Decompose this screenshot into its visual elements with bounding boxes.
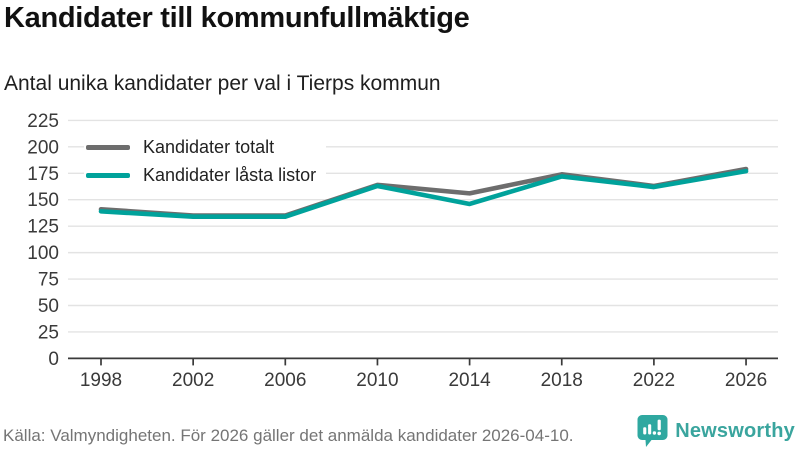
legend-item-lasta-listor: Kandidater låsta listor (86, 161, 316, 189)
x-tick-label: 2022 (633, 370, 675, 391)
y-tick-label: 225 (27, 111, 59, 132)
y-tick-label: 0 (48, 349, 59, 370)
chart-subtitle: Antal unika kandidater per val i Tierps … (4, 72, 441, 95)
x-tick-label: 1998 (80, 370, 122, 391)
x-tick-label: 2010 (356, 370, 398, 391)
x-tick-label: 2006 (264, 370, 306, 391)
y-tick-label: 125 (27, 217, 59, 238)
newsworthy-logo[interactable]: Newsworthy (637, 414, 795, 448)
y-tick-label: 200 (27, 137, 59, 158)
brand-name: Newsworthy (675, 419, 795, 442)
legend-swatch-gray-icon (86, 144, 130, 150)
chart-legend: Kandidater totalt Kandidater låsta listo… (84, 133, 327, 189)
y-tick-label: 50 (38, 296, 59, 317)
y-tick-label: 25 (38, 322, 59, 343)
y-tick-label: 100 (27, 243, 59, 264)
series-line-1 (98, 168, 749, 219)
x-tick-label: 2002 (172, 370, 214, 391)
legend-item-totalt: Kandidater totalt (86, 133, 316, 161)
x-tick-label: 2014 (448, 370, 491, 391)
legend-swatch-teal-icon (86, 172, 130, 178)
source-note: Källa: Valmyndigheten. För 2026 gäller d… (3, 426, 574, 445)
legend-label-totalt: Kandidater totalt (143, 136, 275, 157)
x-tick-label: 2026 (725, 370, 767, 391)
y-tick-label: 175 (27, 164, 59, 185)
y-tick-label: 75 (38, 270, 59, 291)
legend-label-lasta-listor: Kandidater låsta listor (143, 164, 317, 185)
newsworthy-bubble-icon (637, 415, 668, 447)
y-tick-label: 150 (27, 190, 59, 211)
page-title: Kandidater till kommunfullmäktige (4, 2, 470, 34)
x-tick-label: 2018 (541, 370, 583, 391)
